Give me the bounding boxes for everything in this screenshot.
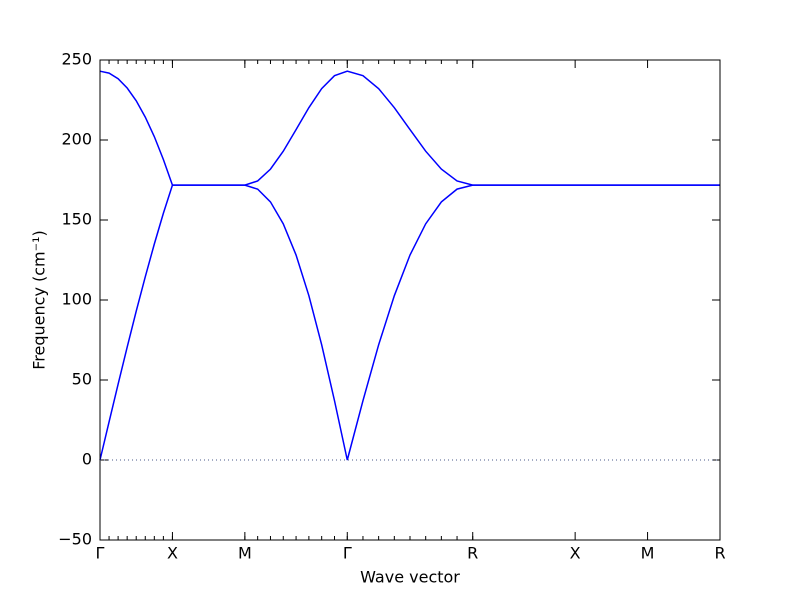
y-tick-label: −50 [58,530,92,549]
band-line [99,184,720,461]
x-tick-label: X [570,544,581,563]
y-tick-label: 150 [61,210,92,229]
y-tick-label: 0 [82,450,92,469]
y-tick-label: 250 [61,50,92,69]
x-tick-label: R [467,544,478,563]
x-tick-label: M [641,544,655,563]
plot-frame [99,59,721,541]
x-tick-label: Γ [96,544,105,563]
x-tick-label: X [167,544,178,563]
x-tick-label: Γ [343,544,352,563]
y-tick-label: 200 [61,130,92,149]
y-tick-label: 50 [72,370,92,389]
band-line [99,70,720,186]
y-tick-label: 100 [61,290,92,309]
x-tick-label: M [238,544,252,563]
x-axis-label: Wave vector [360,568,460,587]
y-axis-label: Frequency (cm⁻¹) [30,230,49,369]
x-tick-label: R [714,544,725,563]
